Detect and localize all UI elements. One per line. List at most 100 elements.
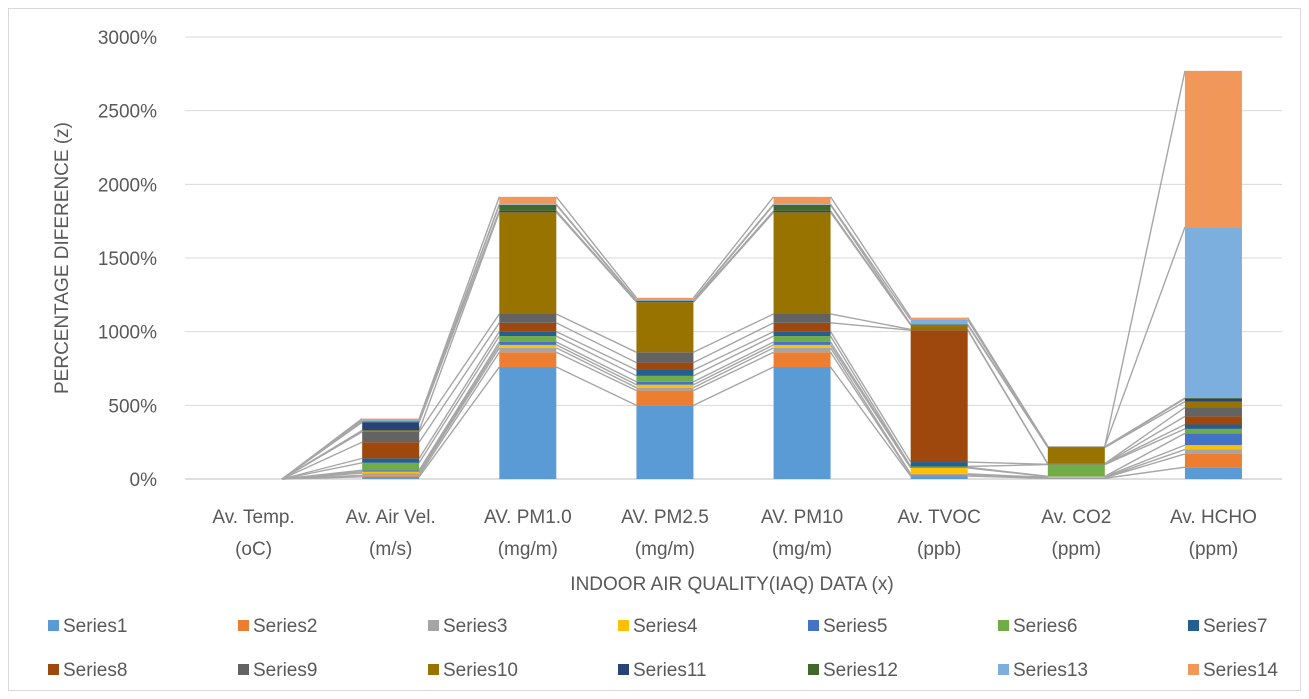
bar-segment <box>1047 464 1105 477</box>
bar-segment <box>773 313 831 323</box>
series-line-Series2 <box>282 351 1186 480</box>
bar-segment <box>636 381 694 385</box>
bar-segment <box>910 317 968 320</box>
bar-segment <box>499 352 557 368</box>
legend-label: Series1 <box>63 616 127 637</box>
bar-segment <box>636 362 694 370</box>
bar-segment <box>773 212 831 314</box>
bar-segment <box>1184 449 1242 454</box>
x-axis-ticks: Av. Temp. (oC) Av. Air Vel. (m/s) AV. PM1.0(… <box>212 507 1257 560</box>
x-tick-label: Av. CO2 (ppm) <box>1041 507 1111 560</box>
series-line-Series4 <box>281 344 1186 480</box>
bar-segment <box>636 384 694 388</box>
y-tick-label: 0% <box>130 470 158 491</box>
bar-segment <box>773 336 831 342</box>
bar-segment <box>773 322 831 332</box>
bar-segment <box>362 420 420 422</box>
bar-segment <box>773 204 831 205</box>
bar-segment <box>1184 407 1242 417</box>
bar-segment <box>1184 397 1242 399</box>
series-line-Series3 <box>282 347 1186 480</box>
bar-segment <box>636 369 694 376</box>
bar-segment <box>499 204 557 205</box>
bar-segment <box>499 204 557 211</box>
x-tick-label: Av. Air Vel. (m/s) <box>346 507 436 560</box>
bar-segment <box>910 473 968 475</box>
bar-segment <box>773 367 831 479</box>
legend-swatch-Series13 <box>998 664 1009 675</box>
series-line-Series1 <box>282 366 1186 480</box>
bar-segment <box>362 418 420 421</box>
bar-segment <box>636 390 694 406</box>
legend-swatch-Series2 <box>238 620 249 631</box>
x-tick-label: AV. PM2.5 (mg/m) <box>621 507 709 560</box>
series-line-Series6 <box>281 335 1186 480</box>
y-tick-label: 1500% <box>98 249 157 270</box>
bar-segment <box>1184 398 1242 402</box>
legend-swatch-Series14 <box>1188 664 1199 675</box>
bar-segment <box>910 462 968 467</box>
bar-segment <box>910 466 968 468</box>
legend: Series1 Series2 Series3 Series4 Series5 Serie… <box>48 616 1278 681</box>
x-axis-title: INDOOR AIR QUALITY(IAQ) DATA (x) <box>570 574 893 595</box>
legend-label: Series10 <box>443 660 518 681</box>
bar-segment <box>362 462 420 471</box>
bar-segment <box>499 344 557 348</box>
bar-segment <box>636 299 694 301</box>
bar-segment <box>636 375 694 382</box>
bars <box>362 70 1242 479</box>
bar-segment <box>1184 433 1242 446</box>
bar-segment <box>362 430 420 432</box>
bar-segment <box>636 387 694 391</box>
legend-swatch-Series12 <box>808 664 819 675</box>
bar-segment <box>1184 70 1242 228</box>
bar-segment <box>773 204 831 211</box>
series-line-Series8 <box>281 322 1186 480</box>
legend-label: Series14 <box>1203 660 1278 681</box>
bar-segment <box>773 196 831 205</box>
bar-segment <box>499 341 557 345</box>
bar-segment <box>910 467 968 468</box>
y-tick-label: 3000% <box>98 28 157 49</box>
series-line-Series14 <box>281 70 1186 480</box>
x-tick-label: AV. PM10 (mg/m) <box>761 507 843 560</box>
legend-label: Series6 <box>1013 616 1077 637</box>
bar-segment <box>910 319 968 325</box>
bar-segment <box>499 313 557 323</box>
legend-swatch-Series5 <box>808 620 819 631</box>
bar-segment <box>636 300 694 302</box>
x-tick-label: Av. HCHO (ppm) <box>1170 507 1257 560</box>
legend-swatch-Series1 <box>48 620 59 631</box>
bar-segment <box>636 352 694 363</box>
bar-segment <box>362 476 420 479</box>
bar-segment <box>636 301 694 303</box>
bar-segment <box>910 330 968 463</box>
bar-segment <box>499 331 557 337</box>
bar-segment <box>362 458 420 463</box>
bar-segment <box>499 322 557 332</box>
series-line-Series5 <box>281 341 1186 480</box>
y-tick-label: 2000% <box>98 175 157 196</box>
bar-segment <box>773 344 831 348</box>
bar-segment <box>910 467 968 474</box>
bar-segment <box>773 352 831 368</box>
bar-segment <box>1184 416 1242 425</box>
y-tick-label: 2500% <box>98 102 157 123</box>
legend-label: Series2 <box>253 616 317 637</box>
y-tick-label: 500% <box>108 396 157 417</box>
bar-segment <box>910 474 968 477</box>
bar-segment <box>773 341 831 345</box>
bar-segment <box>910 476 968 479</box>
bar-segment <box>1047 478 1105 479</box>
bar-segment <box>1184 453 1242 468</box>
bar-segment <box>1184 445 1242 450</box>
bar-segment <box>499 367 557 479</box>
bar-segment <box>1184 428 1242 434</box>
legend-swatch-Series6 <box>998 620 1009 631</box>
bar-segment <box>1184 227 1242 398</box>
bar-segment <box>910 329 968 331</box>
bar-segment <box>362 442 420 459</box>
bar-segment <box>773 210 831 213</box>
legend-label: Series5 <box>823 616 887 637</box>
legend-label: Series3 <box>443 616 507 637</box>
